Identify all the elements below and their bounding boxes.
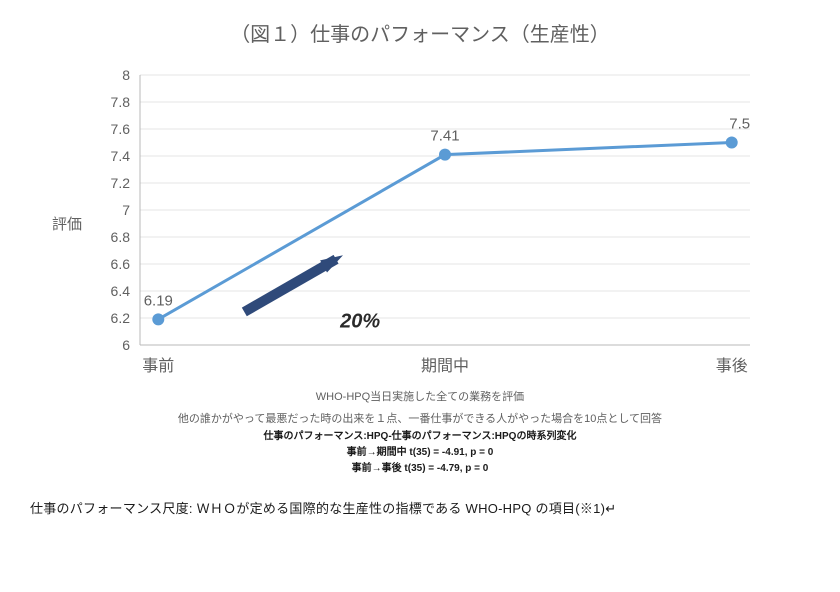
subtext-line-1: WHO-HPQ当日実施した全ての業務を評価 [0,389,840,407]
data-marker [439,149,451,161]
subtext-bold-3: 事前→事後 t(35) = -4.79, p = 0 [0,462,840,476]
x-category-label: 期間中 [421,357,469,375]
data-point-label: 7.5 [729,116,750,133]
line-chart: 6 6.2 6.4 6.6 6.8 7 7.2 7.4 7.6 7.8 8 事前 期間中 事後 6.19 7.… [60,55,780,385]
y-tick-label: 7.4 [111,148,131,164]
data-point-label: 7.41 [430,128,459,145]
y-tick-label: 6.4 [111,283,131,299]
trend-arrow [244,259,336,312]
y-tick-label: 7.2 [111,175,131,191]
y-tick-label: 8 [122,67,130,83]
data-marker [726,137,738,149]
data-point-label: 6.19 [144,292,173,309]
data-marker [152,313,164,325]
data-series-line [158,143,731,320]
y-tick-label: 7.8 [111,94,131,110]
chart-area: 評価 66.26.46.66.877.27.47.67.88事前期間中事後6.1… [60,55,780,385]
y-tick-label: 7 [122,202,130,218]
y-tick-label: 6.8 [111,229,131,245]
y-tick-label: 6.2 [111,310,131,326]
x-category-label: 事後 [716,357,748,375]
chart-title: （図１）仕事のパフォーマンス（生産性） [0,0,840,55]
subtext-bold-1: 仕事のパフォーマンス:HPQ-仕事のパフォーマンス:HPQの時系列変化 [0,430,840,444]
percent-annotation: 20% [339,311,380,333]
y-tick-label: 6 [122,337,130,353]
y-tick-label: 7.6 [111,121,131,137]
x-category-label: 事前 [142,357,174,375]
subtext-bold-2: 事前→期間中 t(35) = -4.91, p = 0 [0,446,840,460]
y-tick-label: 6.6 [111,256,131,272]
subtext-line-2: 他の誰かがやって最悪だった時の出来を１点、一番仕事ができる人がやった場合を10点… [0,411,840,429]
y-axis-label: 評価 [52,213,82,234]
footnote: 仕事のパフォーマンス尺度: ＷＨＯが定める国際的な生産性の指標である WHO-H… [30,498,840,517]
